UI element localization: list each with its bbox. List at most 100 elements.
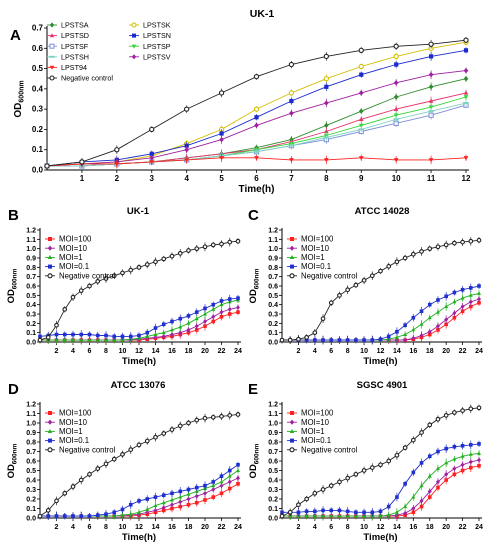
x-tick-label: 18 xyxy=(185,348,193,355)
data-point xyxy=(54,332,59,337)
data-point xyxy=(324,84,329,89)
data-point xyxy=(236,463,240,467)
data-point xyxy=(443,242,449,248)
data-point xyxy=(112,334,117,339)
data-point xyxy=(329,508,334,513)
x-tick-label: 8 xyxy=(346,348,350,355)
legend-item: Negative control xyxy=(287,445,358,454)
y-tick-label: 0.2 xyxy=(268,321,278,328)
y-tick-label: 0.5 xyxy=(268,468,278,475)
data-point xyxy=(393,106,399,111)
data-point xyxy=(186,248,191,253)
series-moi-0-1 xyxy=(38,461,240,521)
data-point xyxy=(112,510,117,515)
data-point xyxy=(254,115,259,120)
data-point xyxy=(337,338,342,342)
data-point xyxy=(227,239,233,245)
data-point xyxy=(186,496,191,502)
data-point xyxy=(70,484,76,490)
data-point xyxy=(178,499,183,505)
data-point xyxy=(114,162,120,167)
x-axis-label: Time(h) xyxy=(363,532,397,543)
data-point xyxy=(227,474,232,478)
data-point xyxy=(428,41,434,47)
data-point xyxy=(324,100,329,106)
data-point xyxy=(386,504,391,509)
y-tick-label: 0.4 xyxy=(268,302,278,309)
data-point xyxy=(354,338,358,342)
data-point xyxy=(444,304,449,308)
data-point xyxy=(227,468,232,473)
legend-item: MOI=0.1 xyxy=(287,262,331,271)
data-point xyxy=(468,238,474,244)
x-tick-label: 24 xyxy=(234,524,242,531)
data-point xyxy=(411,315,416,320)
data-point xyxy=(402,255,408,261)
data-point xyxy=(289,110,294,116)
data-point xyxy=(468,443,473,447)
y-tick-label: 0.7 xyxy=(268,449,278,456)
data-point xyxy=(211,495,216,499)
legend-marker xyxy=(49,43,55,49)
data-point xyxy=(170,332,174,337)
data-point xyxy=(477,301,481,305)
data-point xyxy=(128,512,133,516)
legend-marker xyxy=(289,255,295,259)
data-point xyxy=(236,482,240,486)
legend-marker xyxy=(49,75,55,81)
x-tick-label: 18 xyxy=(426,524,434,531)
legend-label: LPSTSD xyxy=(61,31,89,40)
data-point xyxy=(128,334,133,339)
data-point xyxy=(304,513,309,518)
data-point xyxy=(136,442,142,448)
data-point xyxy=(219,131,224,136)
legend-marker xyxy=(47,245,53,251)
legend-marker xyxy=(131,44,137,49)
data-point xyxy=(54,514,59,518)
y-tick-label: 0.4 xyxy=(32,84,44,93)
data-point xyxy=(194,485,199,490)
data-point xyxy=(149,151,154,156)
data-point xyxy=(178,316,183,321)
x-tick-label: 12 xyxy=(377,524,385,531)
y-tick-label: 0.0 xyxy=(268,516,278,523)
legend-marker xyxy=(290,264,294,269)
legend-label: LPSTSN xyxy=(143,31,171,40)
data-point xyxy=(153,495,158,499)
data-point xyxy=(369,273,375,279)
x-axis-label: Time(h) xyxy=(122,532,156,543)
data-point xyxy=(54,322,59,328)
legend-label: LPSTSF xyxy=(61,42,89,51)
x-tick-label: 6 xyxy=(88,524,92,531)
y-tick-label: 1.1 xyxy=(268,237,278,244)
data-point xyxy=(394,62,399,67)
data-point xyxy=(362,510,366,515)
legend-label: LPST94 xyxy=(61,63,87,72)
data-point xyxy=(235,412,241,417)
chart-title: UK-1 xyxy=(250,8,275,20)
data-point xyxy=(361,468,367,473)
data-point xyxy=(419,333,424,338)
data-point xyxy=(87,514,92,518)
y-tick-label: 1.2 xyxy=(268,228,278,235)
data-point xyxy=(410,437,416,443)
y-axis-label: OD600nm xyxy=(6,443,19,478)
y-tick-label: 0.0 xyxy=(26,340,36,347)
legend-marker xyxy=(290,237,294,241)
legend-item: MOI=1 xyxy=(287,427,325,436)
legend-item: Negative control xyxy=(287,271,358,280)
data-point xyxy=(419,461,424,465)
data-point xyxy=(321,508,325,513)
data-point xyxy=(428,54,434,59)
series-moi-0-1 xyxy=(38,294,240,341)
data-point xyxy=(170,506,174,511)
legend-item: MOI=100 xyxy=(45,235,92,244)
data-point xyxy=(38,334,42,339)
y-tick-label: 1.1 xyxy=(268,411,278,418)
legend-marker xyxy=(290,411,294,415)
series-negative-control xyxy=(37,411,241,520)
panel-letter: E xyxy=(248,381,258,398)
data-point xyxy=(394,510,399,514)
